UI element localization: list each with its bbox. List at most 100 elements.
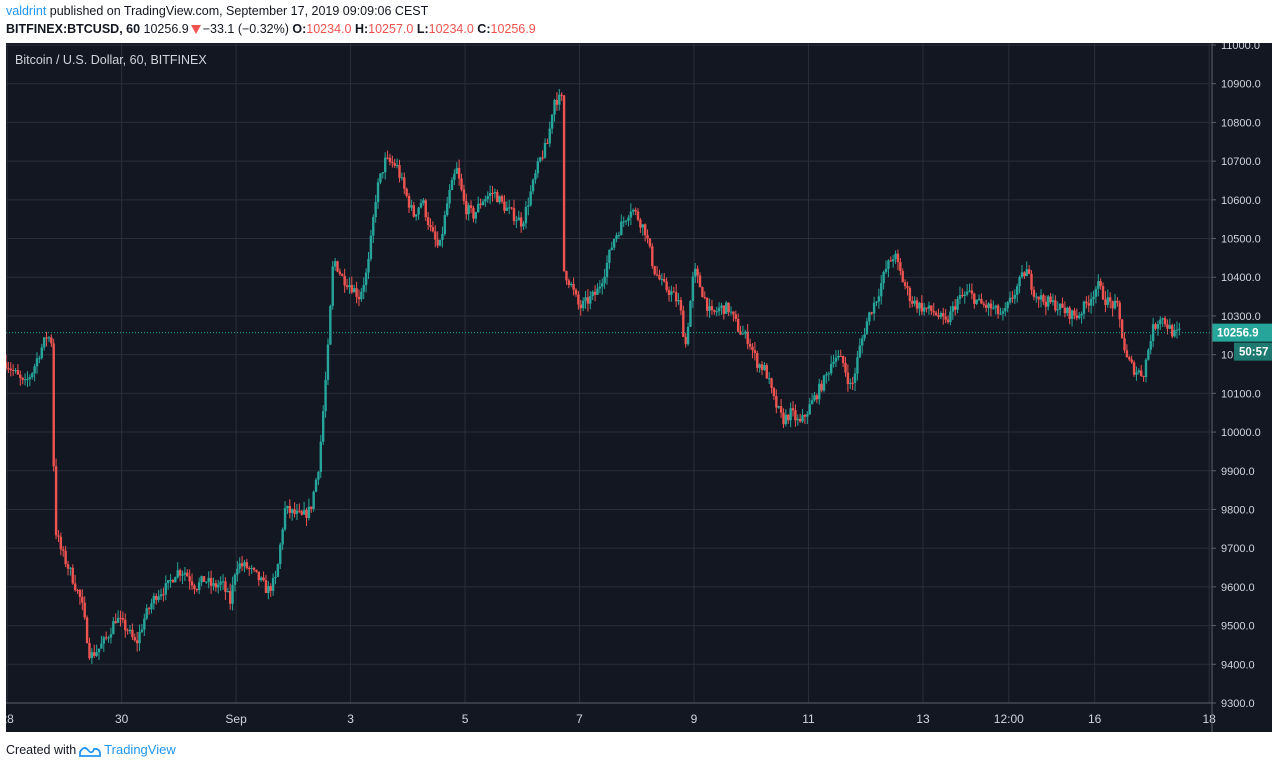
candle-body: [112, 621, 115, 635]
candle-body: [116, 617, 120, 623]
candle-body: [1137, 370, 1141, 373]
candle-body: [517, 217, 520, 221]
candle-body: [641, 224, 644, 228]
last-price-badge-text: 10256.9: [1217, 328, 1259, 340]
candle-body: [438, 239, 442, 246]
candle-body: [777, 406, 780, 408]
candle-body: [1094, 288, 1098, 297]
candle-body: [441, 233, 444, 240]
candle-body: [996, 305, 1000, 314]
candle-body: [925, 307, 928, 309]
candle-body: [758, 364, 761, 368]
time-tick-label: 16: [1088, 712, 1102, 726]
candle-body: [109, 634, 113, 638]
candle-body: [772, 387, 776, 397]
candle-body: [143, 618, 146, 630]
candle-body: [555, 99, 559, 105]
candle-body: [333, 261, 337, 267]
last-price-label: 10256.9: [143, 22, 189, 36]
candle-body: [901, 271, 904, 283]
candle-body: [150, 603, 153, 610]
price-chart[interactable]: 11000.0 10900.0 10800.0 10700.0 10600.0 10500…: [6, 43, 1272, 732]
candle-body: [746, 331, 749, 344]
candle-body: [1101, 286, 1105, 300]
candle-body: [744, 331, 747, 334]
candle-body: [212, 583, 215, 586]
candle-body: [984, 304, 988, 308]
grid-lines: [6, 43, 1212, 704]
candle-body: [419, 203, 423, 208]
candle-body: [405, 188, 408, 196]
candle-body: [279, 544, 282, 565]
candle-body: [541, 157, 544, 159]
candle-body: [887, 260, 890, 269]
candle-body: [374, 202, 377, 218]
change-label: −33.1 (−0.32%): [202, 22, 289, 36]
candle-body: [896, 253, 900, 262]
candle-body: [775, 396, 778, 408]
candle-body: [152, 595, 156, 604]
candle-body: [701, 287, 704, 298]
candle-body: [1073, 310, 1076, 316]
candle-body: [1047, 296, 1050, 307]
candle-body: [357, 296, 361, 300]
candle-body: [891, 259, 895, 262]
candle-body: [796, 418, 799, 421]
candle-body: [877, 296, 881, 302]
countdown-badge: [1234, 342, 1272, 361]
candle-body: [35, 358, 39, 367]
candle-body: [350, 285, 354, 293]
candle-body: [1154, 324, 1157, 329]
candle-body: [825, 374, 828, 376]
author-name[interactable]: valdrint: [6, 4, 47, 18]
price-tick-label: 10800.0: [1221, 117, 1261, 129]
candle-body: [615, 235, 618, 240]
candle-body: [1173, 330, 1176, 337]
candle-body: [90, 652, 94, 659]
candle-body: [455, 167, 458, 174]
tradingview-brand[interactable]: TradingView: [104, 742, 176, 757]
candle-body: [1068, 307, 1071, 319]
candle-body: [961, 295, 964, 297]
candle-body: [660, 278, 664, 280]
candle-body: [636, 211, 640, 220]
price-tick-label: 9900.0: [1221, 466, 1255, 478]
candle-body: [589, 296, 592, 304]
candle-body: [14, 370, 17, 372]
candle-body: [66, 564, 70, 569]
candle-body: [674, 292, 678, 302]
candle-body: [577, 294, 580, 305]
candle-body: [104, 637, 108, 639]
candle-body: [934, 312, 938, 316]
candle-body: [1030, 273, 1033, 290]
candle-body: [1123, 338, 1126, 351]
candle-body: [1037, 296, 1040, 300]
candle-body: [567, 280, 571, 286]
candle-body: [147, 608, 151, 610]
candle-body: [655, 274, 659, 276]
candle-body: [331, 266, 334, 306]
candle-body: [734, 314, 737, 319]
candle-body: [16, 370, 20, 375]
candle-body: [992, 307, 995, 309]
price-tick-label: 9700.0: [1221, 543, 1255, 555]
candle-body: [572, 283, 575, 290]
candle-body: [813, 395, 816, 401]
candle-body: [248, 568, 251, 570]
candle-body: [164, 583, 167, 595]
candle-body: [138, 631, 141, 644]
candle-body: [202, 576, 206, 582]
last-price-tag: 10256.9 50:57: [1212, 323, 1272, 361]
candle-body: [40, 347, 43, 359]
candle-body: [317, 471, 320, 480]
candle-body: [460, 178, 463, 190]
candle-body: [1070, 310, 1074, 319]
candle-body: [765, 365, 768, 379]
price-axis-background[interactable]: [1212, 43, 1272, 732]
candle-body: [415, 214, 418, 217]
candle-body: [994, 305, 997, 308]
candle-body: [1171, 325, 1174, 337]
candle-body: [1168, 325, 1172, 329]
candle-body: [1061, 303, 1064, 308]
candle-body: [844, 363, 847, 373]
